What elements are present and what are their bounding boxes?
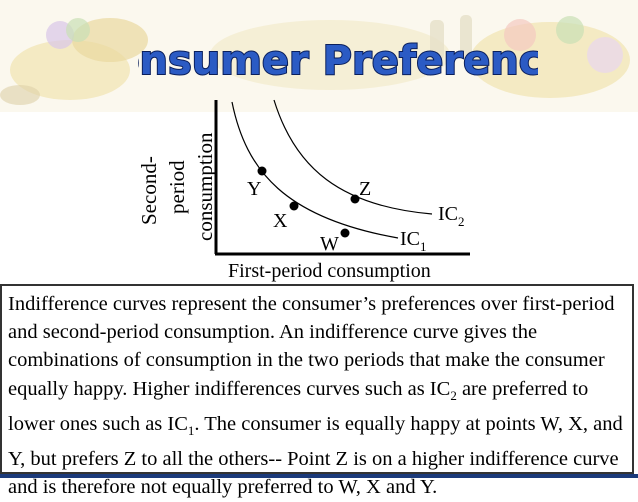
ic1-curve (231, 101, 399, 239)
ic2-curve (273, 99, 433, 215)
bottom-accent-bar (0, 474, 638, 478)
ic1-label: IC1 (400, 228, 427, 254)
point-w-marker (340, 228, 350, 238)
caption-sub-1: 2 (450, 387, 457, 403)
point-y-label: Y (247, 178, 261, 200)
svg-text:Consumer Preferences: Consumer Preferences (138, 38, 538, 84)
point-w-label: W (320, 233, 339, 255)
banner-illustration (0, 0, 638, 112)
point-z-label: Z (359, 178, 371, 200)
caption-sub-2: 1 (187, 423, 195, 438)
point-z-marker (350, 194, 360, 204)
caption-text-2: are preferred to lower ones such as IC (8, 377, 589, 435)
point-x-marker (289, 201, 299, 211)
y-axis-label-line-1: Second- (137, 156, 161, 225)
y-axis-label-line-2: period (165, 160, 189, 214)
caption-text-1: Indifference curves represent the consum… (8, 293, 615, 400)
slide-title: Consumer Preferences (138, 37, 538, 85)
x-axis-label: First-period consumption (228, 260, 431, 282)
point-y-marker (257, 166, 267, 176)
indifference-curve-diagram: Y X W Z IC2 IC1 (214, 99, 470, 256)
point-x-label: X (273, 210, 288, 232)
ic2-label: IC2 (438, 203, 465, 229)
caption-box: Indifference curves represent the consum… (0, 284, 634, 498)
